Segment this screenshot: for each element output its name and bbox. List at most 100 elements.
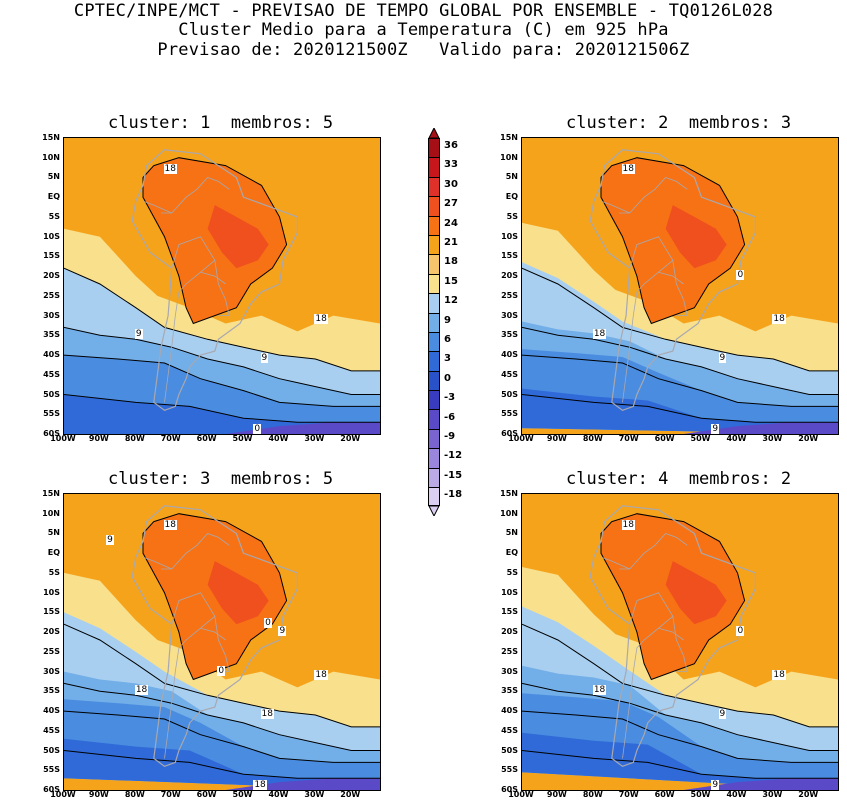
colorbar-swatch [428, 312, 440, 332]
lat-tick-label: 55S [501, 409, 518, 419]
country-border [171, 592, 230, 673]
lon-tick-label: 100W [50, 434, 76, 443]
contour-line [64, 326, 380, 395]
colorbar-label: 30 [444, 178, 458, 190]
lon-tick-label: 20W [798, 434, 819, 443]
shade-band [665, 205, 727, 269]
lat-tick-label: 45S [501, 369, 518, 379]
country-border [171, 236, 230, 317]
map-panel [521, 137, 839, 435]
lon-tick-label: 100W [508, 790, 534, 799]
colorbar-label: 6 [444, 334, 451, 345]
lon-tick-label: 20W [340, 790, 361, 799]
lon-tick-label: 60W [196, 790, 217, 799]
lat-tick-label: 60S [501, 429, 518, 438]
panel-title: cluster: 1 membros: 5 [108, 113, 334, 133]
map-panel [63, 493, 381, 791]
lon-tick-label: 90W [88, 434, 109, 443]
contour-line [522, 354, 838, 407]
lat-tick-label: 10N [500, 508, 518, 518]
contour-label: 18 [314, 313, 328, 324]
lon-tick-label: 50W [690, 790, 711, 799]
coastline [131, 149, 298, 411]
country-border [164, 615, 216, 759]
colorbar-swatch [428, 215, 440, 235]
contour-label: 18 [592, 329, 607, 340]
colorbar-label: -3 [444, 392, 456, 404]
contour-line [64, 682, 380, 751]
lat-tick-label: 5N [47, 528, 60, 538]
contour-line [522, 326, 838, 395]
lon-tick-label: 70W [618, 434, 639, 443]
colorbar-swatch [428, 138, 440, 158]
header-line-3: Previsao de: 2020121500Z Valido para: 20… [157, 40, 690, 60]
lon-tick-label: 30W [762, 434, 783, 443]
lat-tick-label: 60S [43, 429, 60, 438]
lon-tick-label: 50W [690, 434, 711, 443]
lat-tick-label: 35S [501, 686, 518, 696]
lon-tick-label: 30W [304, 790, 325, 799]
lat-tick-label: 15N [500, 489, 518, 498]
lon-tick-label: 60W [654, 434, 675, 443]
contour-line [522, 394, 838, 423]
colorbar-swatch [428, 157, 440, 177]
lat-tick-label: 55S [501, 765, 518, 775]
colorbar-swatch [428, 351, 440, 371]
lon-tick-label: 30W [762, 790, 783, 799]
country-border [658, 627, 684, 641]
colorbar-label: 33 [444, 159, 458, 171]
lat-tick-label: 40S [43, 350, 60, 360]
colorbar-swatch [428, 428, 440, 449]
lon-tick-label: 70W [618, 790, 639, 799]
colorbar-label: 18 [444, 256, 458, 268]
contour-label: 18 [592, 685, 607, 696]
lat-tick-label: EQ [505, 548, 518, 558]
colorbar-label: 3 [444, 353, 451, 365]
lon-tick-label: 40W [268, 790, 289, 799]
contour-line [64, 354, 380, 407]
map-panel [63, 137, 381, 435]
header-line-1: CPTEC/INPE/MCT - PREVISAO DE TEMPO GLOBA… [73, 1, 774, 21]
colorbar-swatch [428, 254, 440, 274]
shade-band [207, 205, 269, 269]
country-border [619, 533, 688, 570]
lat-tick-label: 5S [506, 567, 518, 577]
country-border [600, 200, 630, 214]
lon-tick-label: 100W [508, 434, 534, 443]
contour-label: 9 [278, 626, 287, 637]
shade-band [64, 738, 380, 790]
lon-tick-label: 90W [546, 790, 567, 799]
country-border [622, 615, 674, 759]
contour-label: 18 [314, 669, 328, 680]
contour-label: 0 [253, 424, 262, 435]
lon-tick-label: 70W [160, 434, 181, 443]
colorbar-swatch [428, 176, 440, 197]
lat-tick-label: 45S [43, 725, 60, 735]
shade-band [64, 394, 380, 434]
lat-tick-label: 40S [501, 706, 518, 716]
contour-label: 18 [260, 709, 274, 719]
lat-tick-label: 5S [48, 211, 60, 221]
lon-tick-label: 90W [88, 790, 109, 799]
colorbar-label: -18 [444, 489, 463, 501]
panel-title: cluster: 4 membros: 2 [566, 469, 792, 489]
lat-tick-label: 25S [501, 646, 518, 656]
lat-tick-label: 10S [43, 231, 60, 241]
contour-line [142, 513, 288, 681]
lon-tick-label: 90W [546, 434, 567, 443]
colorbar-label: 15 [444, 275, 458, 287]
contour-line [522, 623, 838, 728]
contour-label: 0 [264, 618, 272, 629]
contour-label: 18 [253, 780, 267, 791]
lon-tick-label: 80W [582, 790, 603, 799]
shade-band [522, 732, 838, 790]
colorbar-swatch [428, 448, 440, 468]
shade-band [683, 422, 838, 434]
lat-tick-label: 55S [43, 765, 60, 775]
country-border [629, 592, 688, 673]
lon-tick-label: 50W [232, 790, 253, 799]
colorbar-label: 9 [444, 314, 451, 326]
lat-tick-label: 10S [501, 231, 518, 241]
lat-tick-label: 15S [43, 607, 60, 617]
lat-tick-label: 50S [501, 389, 518, 399]
